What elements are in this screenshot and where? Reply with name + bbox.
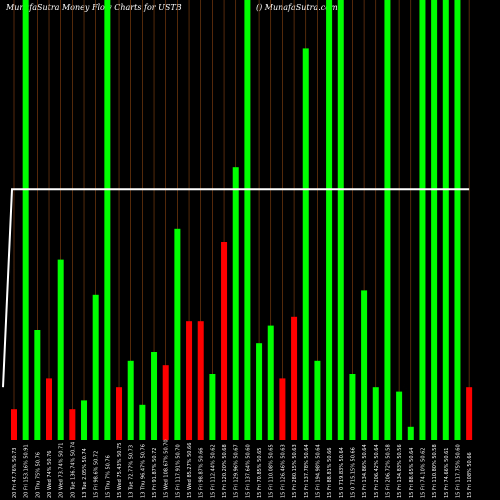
bar	[419, 0, 426, 440]
x-tick-label: 15 Fri 110.80% 50.58	[432, 444, 438, 498]
bar	[232, 167, 239, 440]
x-tick-label: 15 Wed 108.67% 50.70	[164, 439, 170, 498]
x-tick-label: 15 Fri 194.98% 50.64	[315, 444, 321, 498]
x-tick-label: 20 Fri 153.16% 50.91	[24, 444, 30, 498]
bar	[127, 360, 134, 440]
x-tick-label: 13 Tue 2.05% 50.74	[82, 448, 88, 498]
x-tick-label: 15 Fri 117.91% 50.70	[175, 444, 181, 498]
x-tick-label: 15 Fri 70.85% 50.65	[257, 448, 263, 498]
x-tick-label: 15 Fri 91.87% 50.72	[152, 448, 158, 498]
x-tick-label: 15 0 715.15% 50.66	[350, 447, 356, 498]
price-line	[2, 188, 470, 388]
x-tick-label: 15 Fri 110.08% 50.65	[269, 444, 275, 498]
x-tick-label: 20 Fri 47.76% 50.73	[12, 448, 18, 498]
x-tick-label: 15 Fri 280.15% 50.63	[292, 444, 298, 498]
x-tick-label: 15 Wed 85.27% 50.66	[187, 443, 193, 498]
x-tick-label: 15 Fri 112.44% 50.62	[210, 444, 216, 498]
x-tick-label: 15 Fri 129.96% 50.67	[234, 444, 240, 498]
x-tick-label: 15 Wed 75.43% 50.75	[117, 443, 123, 498]
bar	[46, 378, 53, 440]
bar	[291, 316, 298, 440]
bar	[209, 374, 216, 440]
x-tick-labels: 20 Fri 47.76% 50.73 20 Fri 153.16% 50.91 2…	[12, 439, 473, 498]
x-tick-label: 15 Fri 108% 50.66	[467, 452, 473, 498]
x-tick-label: 15 Thu 7% 50.76	[105, 455, 111, 498]
x-tick-label: 15 Fri 74.10% 50.62	[420, 448, 426, 498]
x-tick-label: 15 Fri 74.66% 50.61	[444, 448, 450, 498]
bar	[454, 0, 461, 440]
bar	[267, 325, 274, 440]
bar	[69, 409, 76, 440]
bar	[279, 378, 286, 440]
bar	[81, 400, 88, 440]
chart-title: MunafaSutra Money Flow Charts for USTB	[6, 3, 182, 12]
bar	[314, 360, 321, 440]
chart-source: () MunafaSutra.com	[256, 3, 338, 12]
price-line-layer	[2, 188, 470, 388]
x-tick-label: 15 0 719.83% 50.64	[339, 447, 345, 498]
x-tick-label: 20 Tue 136.74% 50.74	[70, 442, 76, 498]
bar	[162, 365, 169, 440]
bar-series	[11, 0, 473, 441]
x-tick-label: 15 Fri 117.75% 50.60	[455, 444, 461, 498]
bar	[326, 0, 333, 440]
bar	[34, 330, 41, 440]
bar	[139, 404, 146, 440]
bar	[22, 0, 29, 440]
x-tick-label: 15 Fri 206.42% 50.64	[374, 444, 380, 498]
bar	[302, 48, 309, 441]
bar	[349, 374, 356, 440]
grid-lines	[13, 0, 470, 440]
x-tick-label: 15 Fri 98.87% 50.66	[199, 448, 205, 498]
bar	[244, 0, 251, 440]
bar	[361, 290, 368, 440]
bar	[384, 0, 391, 440]
bar	[407, 426, 414, 440]
bar	[104, 0, 111, 440]
bar	[431, 0, 438, 440]
bar	[337, 0, 344, 440]
x-tick-label: 15 Fri 206.72% 50.58	[385, 444, 391, 498]
bar	[174, 228, 181, 440]
bar	[116, 387, 123, 440]
x-tick-label: 20 Wed 74% 50.76	[47, 451, 53, 498]
bar	[186, 321, 193, 440]
bar	[221, 242, 228, 440]
bar	[396, 391, 403, 440]
x-tick-label: 20 Wed 73.74% 50.71	[59, 443, 65, 498]
x-tick-label: 15 Fri 88.65% 50.64	[409, 448, 415, 498]
bar	[197, 321, 204, 440]
x-tick-label: 15 Fri 134.83% 50.56	[397, 444, 403, 498]
x-tick-label: 15 Fri 126.46% 50.63	[280, 444, 286, 498]
bar	[466, 387, 473, 440]
bar	[92, 294, 99, 440]
bar	[372, 387, 379, 440]
x-tick-label: 15 Fri 98.6% 50.72	[94, 451, 100, 498]
x-tick-label: 15 Fri 120.20% 50.68	[222, 444, 228, 498]
bar	[256, 343, 263, 440]
x-tick-label: 15 Fri 137.78% 50.64	[304, 444, 310, 498]
x-tick-label: 15 Fri 88.81% 50.66	[327, 448, 333, 498]
x-tick-label: 15 Fri 137.64% 50.60	[245, 444, 251, 498]
x-tick-label: 20 Thu 75% 50.76	[35, 452, 41, 498]
bar	[11, 409, 17, 440]
x-tick-label: 13 Tue 72.77% 50.73	[129, 445, 135, 498]
bar	[57, 259, 64, 440]
x-tick-label: 15 Fri 134.86% 50.64	[362, 444, 368, 498]
bar	[151, 352, 158, 440]
bar	[442, 0, 449, 440]
x-tick-label: 13 Thu 96.47% 50.76	[140, 444, 146, 498]
